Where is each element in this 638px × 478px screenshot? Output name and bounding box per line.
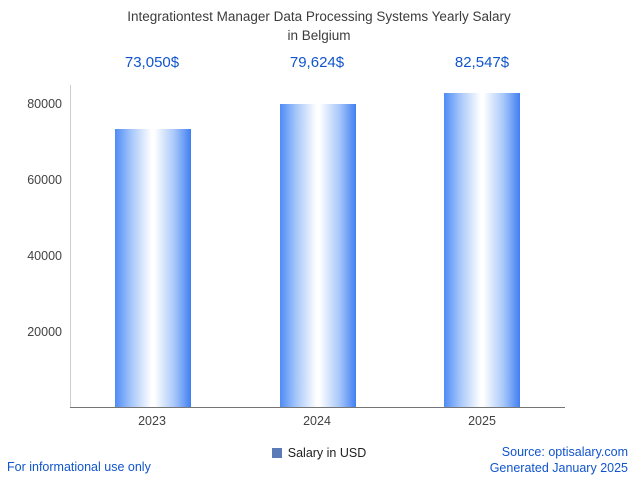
- y-tick-40000: 40000: [27, 249, 62, 263]
- chart-title-line-2: in Belgium: [287, 28, 351, 43]
- legend-label: Salary in USD: [287, 446, 367, 460]
- legend: Salary in USD: [0, 446, 638, 460]
- bar-2023[interactable]: [114, 129, 191, 407]
- bar-2025[interactable]: [444, 93, 521, 407]
- source-block: Source: optisalary.com Generated January…: [490, 444, 628, 476]
- y-axis-tick-labels: 20000 40000 60000 80000: [0, 85, 62, 408]
- source-link[interactable]: Source: optisalary.com: [501, 445, 628, 459]
- bar-value-label-2025: 82,547$: [454, 54, 510, 71]
- y-tick-80000: 80000: [27, 97, 62, 111]
- bar-value-label-2024: 79,624$: [289, 54, 345, 71]
- bar-value-label-2023: 73,050$: [124, 54, 180, 71]
- chart-title-line-1: Integrationtest Manager Data Processing …: [127, 9, 511, 24]
- x-axis-label-2023: 2023: [138, 414, 166, 428]
- x-axis-label-2025: 2025: [468, 414, 496, 428]
- x-axis-line: [70, 407, 565, 408]
- plot-area: [70, 85, 565, 408]
- x-axis-label-2024: 2024: [303, 414, 331, 428]
- generated-date: Generated January 2025: [489, 461, 628, 475]
- bar-2024[interactable]: [279, 104, 356, 407]
- y-tick-60000: 60000: [27, 173, 62, 187]
- chart-title: Integrationtest Manager Data Processing …: [0, 7, 638, 45]
- legend-marker-icon: [271, 448, 282, 458]
- disclaimer-text: For informational use only: [7, 460, 151, 474]
- y-axis-line: [70, 85, 71, 408]
- y-tick-20000: 20000: [27, 325, 62, 339]
